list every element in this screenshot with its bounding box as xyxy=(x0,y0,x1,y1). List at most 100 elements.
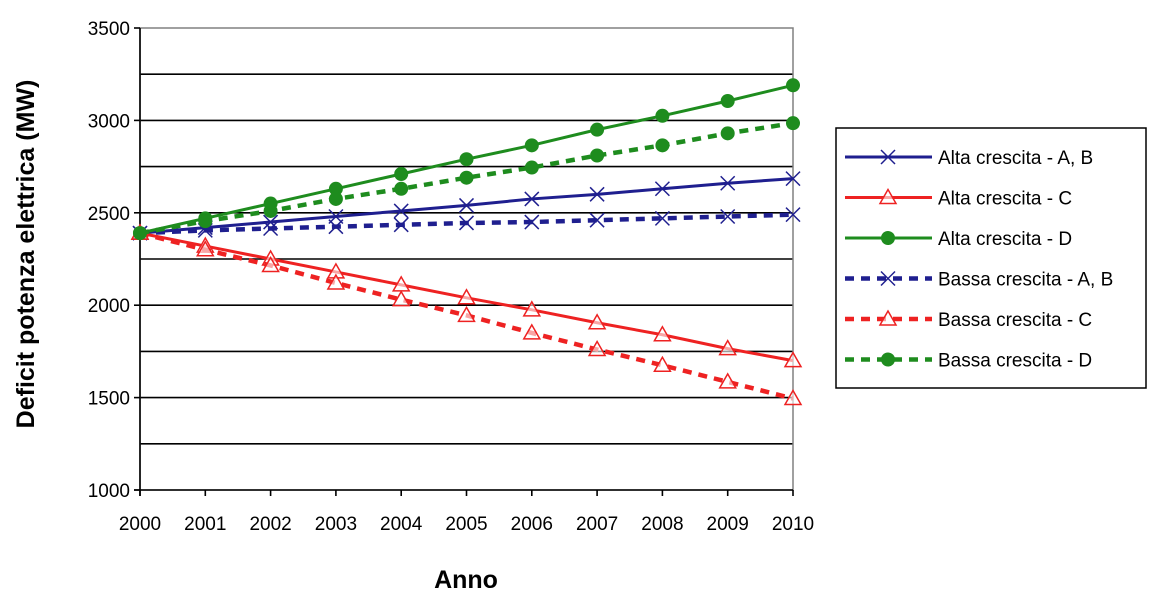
data-point xyxy=(328,219,344,235)
data-point xyxy=(653,325,672,342)
data-point xyxy=(590,148,605,163)
data-point xyxy=(654,210,670,226)
x-tick-label: 2007 xyxy=(576,514,618,535)
x-tick-label: 2003 xyxy=(315,514,357,535)
legend-entry: Alta crescita - D xyxy=(845,229,1072,250)
y-axis-title: Deficit potenza elettrica (MW) xyxy=(12,80,40,429)
y-axis: 1000 1500 2000 2500 3000 3500 xyxy=(88,19,140,502)
data-point xyxy=(587,340,607,357)
data-point xyxy=(653,355,672,373)
data-point xyxy=(458,215,475,231)
legend-entry: Bassa crescita - C xyxy=(845,309,1092,331)
data-point xyxy=(720,93,735,108)
data-point xyxy=(654,181,670,197)
data-point xyxy=(783,389,803,406)
data-point xyxy=(785,207,801,223)
data-point xyxy=(459,170,474,185)
legend-label: Alta crescita - A, B xyxy=(938,148,1093,169)
legend-entry: Bassa crescita - A, B xyxy=(845,270,1113,291)
data-point xyxy=(880,149,896,165)
x-tick-label: 2005 xyxy=(445,514,487,535)
data-point xyxy=(393,217,409,233)
y-tick-label: 1000 xyxy=(88,481,130,502)
data-point xyxy=(394,166,409,181)
data-point xyxy=(590,122,605,137)
data-point xyxy=(655,138,670,153)
series-3 xyxy=(132,207,801,241)
data-point xyxy=(198,214,213,229)
grid-lines xyxy=(140,73,793,445)
data-point xyxy=(881,352,895,367)
data-point xyxy=(459,152,474,167)
data-point xyxy=(524,214,540,230)
data-point xyxy=(720,208,736,225)
data-point xyxy=(589,186,605,202)
series-5 xyxy=(133,116,800,241)
data-point xyxy=(720,126,735,141)
y-tick-label: 3500 xyxy=(88,19,130,40)
data-point xyxy=(783,351,803,368)
data-point xyxy=(524,138,539,153)
data-point xyxy=(133,226,147,241)
legend-label: Bassa crescita - D xyxy=(938,351,1092,372)
data-point xyxy=(391,290,411,307)
data-point xyxy=(786,78,800,93)
x-tick-label: 2006 xyxy=(511,514,553,535)
data-point xyxy=(524,160,539,175)
legend: Alta crescita - A, B Alta crescita - C Alt… xyxy=(835,127,1147,389)
data-point xyxy=(718,372,737,389)
data-point xyxy=(263,220,279,237)
data-point xyxy=(261,255,280,273)
data-point xyxy=(196,240,215,257)
data-point xyxy=(393,203,409,219)
data-point xyxy=(786,116,800,131)
data-point xyxy=(524,191,540,207)
x-tick-label: 2002 xyxy=(249,514,291,535)
data-point xyxy=(328,181,343,196)
x-axis: 2000 2001 2002 2003 2004 2005 2006 2007 2008 2009… xyxy=(119,490,814,535)
series-line xyxy=(139,120,794,236)
legend-entry: Alta crescita - C xyxy=(845,187,1072,210)
y-tick-label: 1500 xyxy=(88,389,130,410)
data-point xyxy=(326,273,346,290)
x-tick-label: 2010 xyxy=(772,514,814,535)
data-point xyxy=(878,187,898,205)
legend-label: Bassa crescita - A, B xyxy=(938,270,1113,291)
legend-entry: Bassa crescita - D xyxy=(845,351,1092,372)
data-point xyxy=(718,339,737,356)
data-point xyxy=(522,323,542,340)
data-point xyxy=(457,305,476,323)
legend-label: Bassa crescita - C xyxy=(938,310,1092,331)
x-tick-label: 2008 xyxy=(641,514,683,535)
data-point xyxy=(655,108,670,123)
data-point xyxy=(522,300,542,317)
plot-area xyxy=(134,27,794,496)
y-tick-label: 2500 xyxy=(88,204,130,225)
x-tick-label: 2004 xyxy=(380,514,423,535)
y-tick-label: 3000 xyxy=(88,111,130,132)
legend-label: Alta crescita - C xyxy=(938,189,1072,210)
x-axis-title: Anno xyxy=(434,566,498,592)
legend-box xyxy=(835,127,1147,389)
legend-label: Alta crescita - D xyxy=(938,229,1072,250)
legend-entry: Alta crescita - A, B xyxy=(845,148,1093,169)
data-point xyxy=(458,197,475,213)
data-point xyxy=(880,270,896,287)
data-point xyxy=(457,288,476,305)
series-1 xyxy=(130,223,803,368)
data-point xyxy=(881,231,895,245)
data-point xyxy=(263,203,278,218)
data-point xyxy=(394,181,409,196)
y-tick-label: 2000 xyxy=(88,296,130,317)
data-point xyxy=(589,212,605,228)
data-point xyxy=(587,313,607,330)
x-tick-label: 2000 xyxy=(119,514,161,535)
data-point xyxy=(328,191,343,206)
data-point xyxy=(720,175,736,191)
x-tick-label: 2001 xyxy=(184,514,226,535)
series-layer xyxy=(130,78,803,406)
data-point xyxy=(785,171,801,187)
data-point xyxy=(878,309,898,326)
x-tick-label: 2009 xyxy=(707,514,749,535)
